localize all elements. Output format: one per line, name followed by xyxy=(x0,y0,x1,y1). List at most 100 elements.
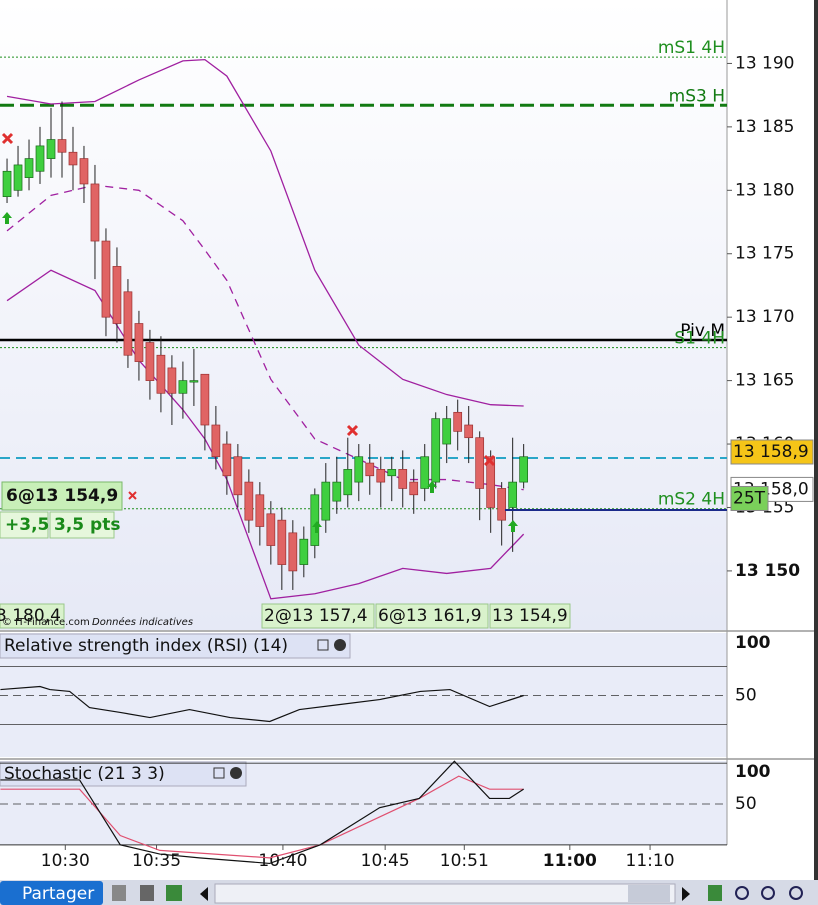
candle-body xyxy=(167,367,177,394)
price-tag-label: 13 158,9 xyxy=(733,442,809,462)
scroll-right[interactable] xyxy=(682,887,690,901)
y-tick-label: 50 xyxy=(735,686,757,706)
candle-body xyxy=(288,532,298,572)
title-bar xyxy=(0,633,351,659)
x-tick-label: 11:00 xyxy=(543,851,597,871)
tool-icon[interactable] xyxy=(708,885,722,901)
y-tick-label: 13 175 xyxy=(735,244,794,264)
title-bar xyxy=(0,761,247,787)
candle-body xyxy=(90,183,100,242)
y-tick-label: 13 150 xyxy=(735,561,800,581)
panel-buttons[interactable] xyxy=(213,767,242,779)
tool-icon[interactable] xyxy=(140,885,154,901)
stochastic-title: Stochastic (21 3 3) xyxy=(4,764,165,784)
candle-body xyxy=(453,411,463,432)
trade-tag-label: 13 154,9 xyxy=(492,606,568,626)
x-tick-label: 10:51 xyxy=(440,851,489,871)
candle-body xyxy=(519,456,529,483)
buy-signal xyxy=(427,481,437,493)
level-label: S1 4H xyxy=(674,329,725,349)
candle-body xyxy=(2,170,12,197)
gain-box xyxy=(0,511,49,539)
zoom-in[interactable] xyxy=(789,886,803,900)
candle-body xyxy=(233,456,243,496)
buy-signal xyxy=(508,520,518,532)
copyright: © IT-Finance.com xyxy=(2,617,90,628)
candle-body xyxy=(123,291,133,356)
scroll-left[interactable] xyxy=(200,887,208,901)
sell-signal xyxy=(483,454,496,467)
plot-layer xyxy=(0,56,727,600)
candle-body xyxy=(376,469,386,483)
share-label[interactable]: Partager xyxy=(22,884,94,904)
close-order[interactable] xyxy=(128,491,137,500)
points-box xyxy=(49,511,115,539)
candle-body xyxy=(409,481,419,496)
points: 3,5 pts xyxy=(54,515,120,535)
trade-tag xyxy=(261,603,375,629)
bollinger-upper xyxy=(6,58,524,407)
signals xyxy=(1,132,496,467)
y-tick-label: 13 165 xyxy=(735,371,794,391)
sell-signal xyxy=(346,424,359,437)
tool-icon[interactable] xyxy=(166,885,182,901)
trade-tag-label: 2@13 157,4 xyxy=(264,606,368,626)
trade-tag-label: 3 180,4 xyxy=(0,606,61,626)
candle-body xyxy=(310,494,320,546)
candle-body xyxy=(354,456,364,483)
candle-body xyxy=(497,488,507,521)
order-label: 6@13 154,9 xyxy=(6,486,118,506)
candle-body xyxy=(156,354,166,394)
share-button[interactable] xyxy=(0,881,103,905)
y-tick-label: 13 185 xyxy=(735,117,794,137)
level-label: mS1 4H xyxy=(658,38,725,58)
candle-body xyxy=(464,424,474,439)
candle-body xyxy=(431,418,441,483)
zoom-out[interactable] xyxy=(761,886,775,900)
y-tick-label: 13 190 xyxy=(735,53,794,73)
y-tick-label: 50 xyxy=(735,794,757,814)
x-tick-label: 10:40 xyxy=(258,851,307,871)
candle-body xyxy=(255,494,265,527)
buy-signal xyxy=(2,212,12,224)
candle-body xyxy=(200,373,210,426)
price-tag xyxy=(730,439,814,465)
disclaimer: Données indicatives xyxy=(92,616,193,628)
trade-tag xyxy=(0,603,65,629)
order-box xyxy=(1,481,123,511)
candle-body xyxy=(24,158,34,178)
panel-buttons[interactable] xyxy=(317,639,346,651)
x-tick-label: 10:35 xyxy=(132,851,181,871)
scrollbar[interactable] xyxy=(214,883,676,904)
level-label: mS2 4H xyxy=(658,490,725,510)
candle-body xyxy=(189,380,199,383)
level-label: Piv M xyxy=(680,321,725,341)
candle-body xyxy=(266,513,276,546)
scroll-thumb[interactable] xyxy=(628,885,670,902)
rsi-title: Relative strength index (RSI) (14) xyxy=(4,636,288,656)
sell-signal xyxy=(1,132,14,145)
candle-body xyxy=(332,481,342,502)
candle-body xyxy=(101,240,111,318)
candle-body xyxy=(321,481,331,521)
candle-body xyxy=(442,418,452,445)
zoom-icon[interactable] xyxy=(735,886,749,900)
candle-body xyxy=(343,469,353,496)
candle-body xyxy=(508,481,518,508)
candle-body xyxy=(13,164,23,191)
tool-icon[interactable] xyxy=(112,885,126,901)
y-tick-label: 100 xyxy=(735,633,771,653)
candle-body xyxy=(365,462,375,477)
candle-body xyxy=(486,456,496,508)
signals xyxy=(2,212,518,533)
trade-tag-label: 6@13 161,9 xyxy=(378,606,482,626)
candle-body xyxy=(112,266,122,324)
indicator-line xyxy=(0,760,524,865)
indicator-line xyxy=(0,685,524,723)
y-tick-label: 100 xyxy=(735,762,771,782)
candle-body xyxy=(145,342,155,381)
candle-body xyxy=(35,145,45,172)
candle-body xyxy=(178,380,188,394)
candle-body xyxy=(398,469,408,489)
